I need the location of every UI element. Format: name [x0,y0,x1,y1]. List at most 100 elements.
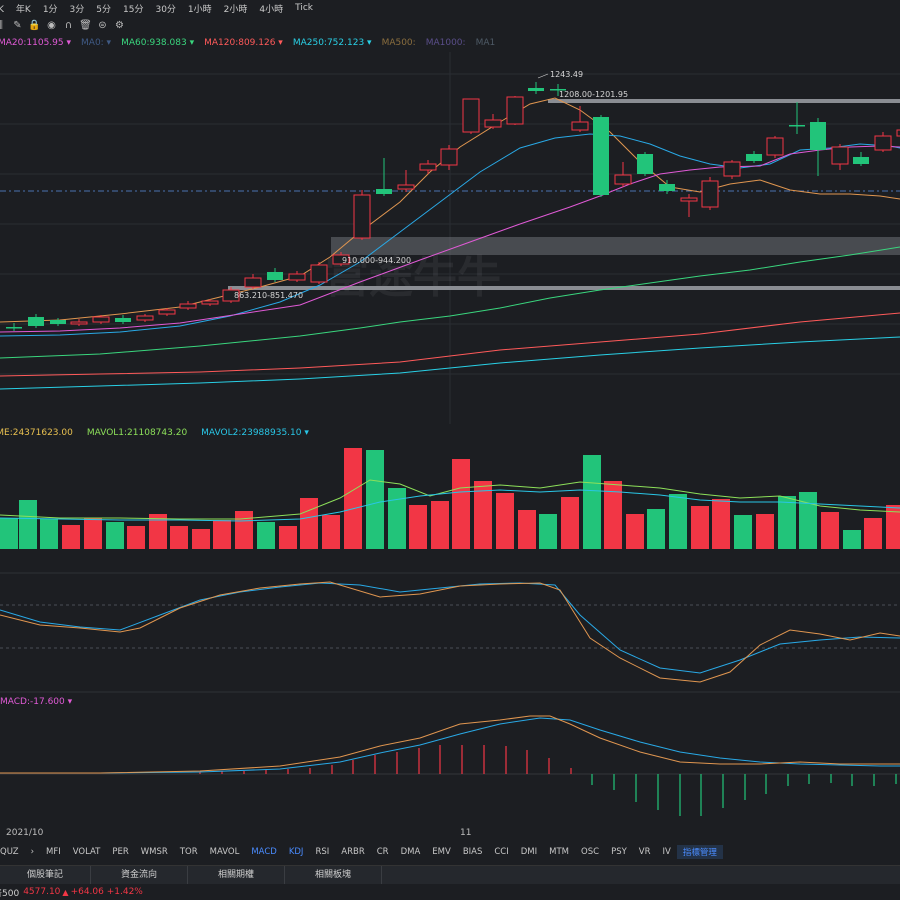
tab-1[interactable]: 資金流向 [91,866,188,884]
timeframe-7[interactable]: 1小時 [187,4,212,15]
volume-bar [843,530,861,549]
macd-legend: MACD:-17.600 ▾ [0,696,900,708]
indicator-1[interactable]: › [30,847,34,857]
trash-icon[interactable]: 🗑 [79,20,92,31]
ma-legend-item[interactable]: MA500: [381,38,416,48]
indicator-0[interactable]: QUZ [0,847,19,857]
timeframe-6[interactable]: 30分 [155,4,176,15]
volume-legend-item: MAVOL1:21108743.20 [86,428,188,438]
volume-bar [452,459,470,549]
ma-legend-item[interactable]: MA250:752.123 ▾ [292,38,372,48]
candle [353,190,371,240]
price-zone-label-1: 1208.00-1201.95 [559,90,628,99]
indicator-8[interactable]: MACD [251,847,277,857]
volume-bar [257,522,275,549]
ma-legend-item[interactable]: MA0: ▾ [81,38,112,48]
ma-line [0,145,900,333]
tab-2[interactable]: 相關期權 [188,866,285,884]
kdj-line [0,582,900,674]
date-label-mid: 11 [460,828,472,838]
indicator-11[interactable]: ARBR [341,847,365,857]
volume-bar [518,510,536,549]
pencil-icon[interactable]: ✎ [13,20,22,31]
layers-icon[interactable]: ⊜ [98,20,107,31]
candle [397,170,415,192]
timeframe-8[interactable]: 2小時 [223,4,248,15]
indicator-13[interactable]: DMA [400,847,421,857]
indicator-6[interactable]: TOR [179,847,198,857]
bar-chart-icon[interactable]: ⫼ [0,20,3,31]
volume-bar [279,526,297,549]
indicator-17[interactable]: DMI [520,847,538,857]
volume-bar [821,512,839,549]
volume-bar [300,498,318,549]
indicator-5[interactable]: WMSR [140,847,168,857]
lock-icon[interactable]: 🔒 [28,20,41,31]
indicator-9[interactable]: KDJ [288,847,304,857]
volume-bar [712,499,730,549]
price-chart[interactable]: 富途牛牛 1243.49 1208.00-1201.95 910.000-944.2… [0,52,900,424]
candle [288,271,306,282]
volume-bar [691,506,709,549]
candle [701,177,719,210]
volume-bar [864,518,882,549]
indicator-19[interactable]: OSC [581,847,600,857]
volume-bar [235,511,253,549]
indicator-20[interactable]: PSY [611,847,627,857]
timeframe-bar: 季K 年K 1分 3分 5分 15分 30分 1小時 2小時 4小時 Tick [0,0,900,16]
candle [267,268,283,282]
candle [332,252,350,266]
timeframe-2[interactable]: 1分 [42,4,58,15]
ma-legend-item[interactable]: MA120:809.126 ▾ [204,38,283,48]
timeframe-0[interactable]: 季K [0,4,4,15]
ma-legend-item[interactable]: MA1 [475,38,496,48]
timeframe-3[interactable]: 3分 [69,4,85,15]
timeframe-1[interactable]: 年K [15,4,31,15]
volume-legend-item: MAVOL2:23988935.10 ▾ [201,428,309,438]
volume-bar [19,500,37,549]
volume-bar [366,450,384,549]
indicator-panels[interactable] [0,440,900,850]
volume-bar [344,448,362,549]
indicator-4[interactable]: PER [112,847,129,857]
timeframe-9[interactable]: 4小時 [259,4,284,15]
tab-3[interactable]: 相關板塊 [285,866,382,884]
candle [70,319,88,326]
ma-legend-item[interactable]: MA20:1105.95 ▾ [0,38,72,48]
timeframe-4[interactable]: 5分 [96,4,112,15]
ma-legend: MA20:1105.95 ▾ MA0: ▾ MA60:938.083 ▾ MA120:… [0,36,900,50]
indicator-16[interactable]: CCI [494,847,509,857]
timeframe-5[interactable]: 15分 [123,4,144,15]
candle [484,114,502,129]
indicator-3[interactable]: VOLAT [72,847,101,857]
ma-legend-item[interactable]: MA1000: [425,38,466,48]
macd-dea-line [0,715,900,774]
volume-bar [62,525,80,549]
indicator-2[interactable]: MFI [46,847,61,857]
indicator-12[interactable]: CR [376,847,389,857]
indicator-15[interactable]: BIAS [462,847,483,857]
volume-bar [669,494,687,549]
tab-0[interactable]: 個股筆記 [0,866,91,884]
magnet-icon[interactable]: ∩ [64,20,73,31]
indicator-18[interactable]: MTM [549,847,570,857]
ma-legend-item[interactable]: MA60:938.083 ▾ [121,38,195,48]
bottom-tabs: 個股筆記 資金流向 相關期權 相關板塊 [0,865,900,884]
candle [614,162,632,187]
gear-icon[interactable]: ⚙ [115,20,124,31]
indicator-10[interactable]: RSI [315,847,330,857]
candle [440,145,458,170]
eye-icon[interactable]: ◉ [47,20,56,31]
volume-bar [149,514,167,549]
ma-line [0,336,900,390]
ma-line [0,246,900,359]
indicator-7[interactable]: MAVOL [209,847,240,857]
candle [92,315,110,324]
indicator-23[interactable]: 指標管理 [676,845,723,859]
date-label-left: 2021/10 [6,828,44,838]
indicator-14[interactable]: EMV [432,847,451,857]
indicator-22[interactable]: IV [662,847,671,857]
timeframe-10[interactable]: Tick [295,3,314,13]
candle [244,274,262,289]
indicator-21[interactable]: VR [638,847,651,857]
